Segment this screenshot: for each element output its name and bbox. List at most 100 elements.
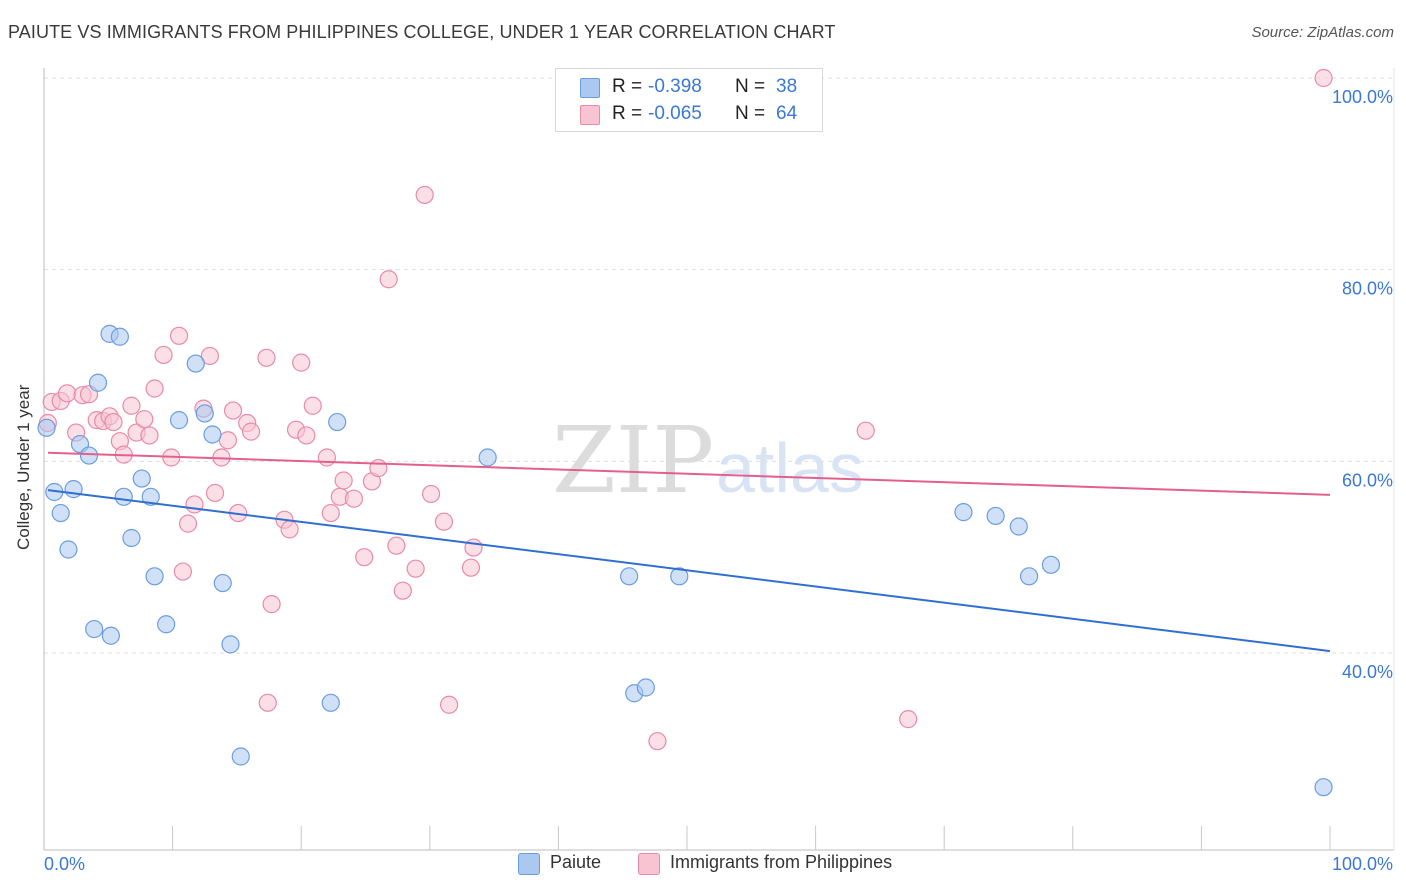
- legend-r-label: R =: [612, 103, 643, 124]
- grid-lines: [44, 77, 1394, 654]
- data-point: [379, 270, 398, 289]
- legend-r-label: R =: [612, 76, 643, 97]
- y-axis-label: College, Under 1 year: [14, 384, 33, 550]
- legend-label-philippines: Immigrants from Philippines: [670, 852, 893, 872]
- legend-n-value: 64: [776, 103, 798, 124]
- data-point: [461, 558, 481, 577]
- trend-lines: [47, 451, 1331, 653]
- legend-r-value: -0.065: [648, 103, 702, 124]
- data-point: [344, 489, 364, 508]
- data-point: [140, 426, 159, 445]
- data-points: [37, 68, 1333, 797]
- data-point: [221, 635, 240, 654]
- data-point: [478, 448, 497, 467]
- data-point: [321, 693, 340, 712]
- data-point: [37, 418, 56, 437]
- data-point: [157, 615, 176, 634]
- data-point: [1019, 567, 1039, 586]
- data-point: [421, 484, 441, 504]
- data-point: [387, 536, 406, 555]
- y-tick-label: 80.0%: [1342, 279, 1393, 299]
- data-point: [114, 487, 133, 506]
- data-point: [135, 410, 154, 429]
- data-point: [355, 548, 374, 567]
- legend-swatch-paiute: [580, 78, 600, 98]
- data-point: [195, 404, 214, 423]
- data-point: [369, 458, 388, 478]
- correlation-legend: R = -0.398 N = 38 R = -0.065 N = 64: [555, 68, 823, 132]
- data-point: [218, 431, 237, 450]
- data-point: [334, 471, 353, 490]
- data-point: [169, 411, 189, 430]
- data-point: [415, 185, 434, 205]
- data-point: [241, 422, 261, 441]
- data-point: [954, 503, 973, 522]
- data-point: [58, 384, 77, 403]
- data-point: [85, 619, 104, 639]
- data-point: [88, 373, 108, 392]
- data-point: [132, 469, 151, 488]
- data-point: [292, 353, 311, 372]
- data-point: [122, 528, 141, 548]
- data-point: [186, 354, 205, 373]
- data-point: [169, 326, 189, 345]
- legend-swatch-philippines: [638, 853, 660, 875]
- data-point: [280, 520, 299, 539]
- data-point: [51, 503, 70, 523]
- data-point: [200, 346, 219, 366]
- data-point: [104, 412, 123, 432]
- data-point: [154, 345, 173, 365]
- legend-label-paiute: Paiute: [550, 852, 602, 872]
- data-point: [64, 480, 83, 499]
- data-point: [205, 483, 225, 503]
- legend-n-label: N =: [735, 76, 766, 97]
- data-point: [178, 514, 198, 533]
- data-point: [122, 396, 141, 415]
- chart-title: PAIUTE VS IMMIGRANTS FROM PHILIPPINES CO…: [8, 22, 836, 42]
- data-point: [59, 540, 78, 559]
- data-point: [406, 559, 425, 578]
- axes: [43, 68, 1395, 851]
- data-point: [1009, 517, 1028, 536]
- data-point: [185, 495, 204, 514]
- source-label: Source: ZipAtlas.com: [1251, 24, 1394, 41]
- data-point: [393, 581, 412, 600]
- data-point: [213, 573, 232, 593]
- data-point: [101, 626, 120, 645]
- data-point: [648, 732, 667, 751]
- data-point: [145, 379, 164, 398]
- data-point: [899, 710, 918, 729]
- data-point: [328, 412, 347, 432]
- data-point: [670, 567, 689, 586]
- y-tick-label: 60.0%: [1342, 470, 1393, 490]
- data-point: [203, 425, 222, 444]
- data-point: [321, 503, 340, 523]
- data-point: [262, 595, 281, 614]
- y-tick-label: 40.0%: [1342, 662, 1393, 682]
- legend-swatch-paiute: [518, 853, 540, 875]
- legend-r-value: -0.398: [648, 76, 702, 97]
- legend-n-label: N =: [735, 103, 766, 124]
- data-point: [231, 747, 250, 766]
- data-point: [1041, 555, 1061, 574]
- legend-swatch-philippines: [580, 105, 600, 125]
- x-tick-label: 0.0%: [44, 854, 85, 874]
- trend-line: [47, 451, 1331, 496]
- data-point: [79, 446, 99, 465]
- bottom-legend-paiute: Paiute: [518, 852, 602, 875]
- watermark: ZIP atlas: [552, 407, 864, 514]
- data-point: [1314, 778, 1333, 797]
- data-point: [145, 567, 164, 586]
- data-point: [856, 421, 875, 440]
- y-tick-label: 100.0%: [1332, 87, 1393, 107]
- data-point: [1314, 68, 1333, 88]
- data-point: [620, 567, 639, 586]
- tick-labels: 40.0% 60.0% 80.0% 100.0% 0.0% 100.0%: [44, 87, 1393, 874]
- data-point: [223, 401, 243, 420]
- data-point: [110, 327, 129, 346]
- watermark-atlas: atlas: [716, 429, 864, 507]
- data-point: [636, 678, 655, 697]
- data-point: [257, 348, 276, 367]
- data-point: [141, 487, 160, 506]
